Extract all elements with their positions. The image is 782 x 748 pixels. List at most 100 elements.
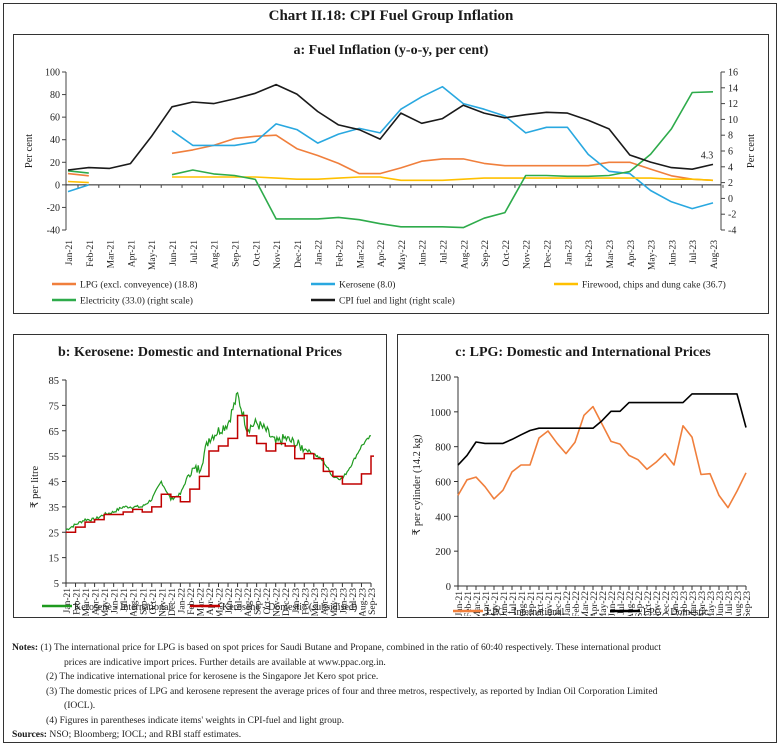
x-tick-label: Jan-23	[671, 591, 681, 616]
x-tick-label: Sep-22	[481, 240, 491, 267]
note-4: (4) Figures in parentheses indicate item…	[46, 714, 345, 726]
x-tick-label: Jun-21	[169, 240, 179, 266]
x-tick-label: Mar-23	[689, 591, 699, 616]
note-3: (3) The domestic prices of LPG and keros…	[46, 685, 658, 697]
x-tick-label: Aug-21	[211, 240, 221, 269]
y-tick-label: 65	[49, 427, 60, 438]
series-line-firewood-chips-and-dung-cake-36-7	[67, 180, 89, 184]
x-tick-label: Mar-23	[311, 588, 321, 616]
legend-label-kerosene-domestic: Kerosene - Domestic (subsidised)	[222, 602, 357, 613]
note-1: (1) The international price for LPG is b…	[40, 642, 662, 653]
x-tick-label: Jan-23	[292, 588, 302, 614]
x-tick-label: Jan-22	[177, 588, 187, 614]
x-tick-label: Nov-22	[523, 240, 533, 269]
right-y-tick-label: -4	[728, 226, 736, 237]
x-tick-label: Mar-23	[606, 240, 616, 269]
x-tick-label: Dec-21	[168, 588, 178, 616]
x-tick-label: Apr-22	[377, 240, 387, 267]
series-line-lpg-excl-conveyence-18-8	[67, 172, 89, 177]
y-tick-label: 600	[435, 478, 451, 489]
x-tick-label: Feb-23	[301, 588, 311, 615]
y-tick-label: 800	[435, 443, 451, 454]
y-tick-label: 1200	[430, 373, 451, 384]
x-tick-label: Jan-21	[65, 240, 75, 266]
right-y-tick-label: 12	[728, 99, 738, 110]
x-tick-label: Jan-23	[564, 240, 574, 266]
x-tick-label: Jun-21	[500, 591, 510, 616]
y-tick-label: 400	[435, 512, 451, 523]
series-line-firewood-chips-and-dung-cake-36-7	[172, 176, 714, 182]
x-tick-label: Nov-21	[273, 240, 283, 269]
x-tick-label: Sep-21	[139, 588, 149, 615]
x-tick-label: Feb-23	[680, 591, 690, 616]
sources-text: NSO; Bloomberg; IOCL; and RBI staff esti…	[49, 729, 242, 740]
right-y-tick-label: 16	[728, 68, 738, 79]
chart-frame	[3, 3, 777, 743]
legend-label-cpi-fuel-and-light-right-scale: CPI fuel and light (right scale)	[339, 296, 455, 307]
y-tick-label: 45	[49, 478, 60, 489]
x-tick-label: Mar-21	[82, 588, 92, 616]
x-tick-label: May-22	[599, 591, 609, 616]
x-tick-label: Mar-22	[356, 240, 366, 269]
x-tick-label: May-23	[707, 591, 717, 616]
x-tick-label: Jun-22	[225, 588, 235, 614]
data-label-cpi-latest: 4.3	[701, 150, 714, 161]
x-tick-label: Apr-23	[627, 240, 637, 267]
series-line-lpg-domestic	[457, 393, 747, 466]
x-tick-label: Oct-21	[252, 240, 262, 267]
x-tick-label: Aug-22	[460, 240, 470, 269]
x-tick-label: Oct-22	[502, 240, 512, 267]
y-tick-label: 1000	[430, 408, 451, 419]
notes-label: Notes:	[12, 642, 39, 653]
x-tick-label: Feb-21	[86, 240, 96, 267]
x-tick-label: Aug-21	[518, 591, 528, 616]
x-tick-label: Jul-22	[617, 591, 627, 615]
x-tick-label: May-22	[216, 588, 226, 616]
x-tick-label: Jun-22	[419, 240, 429, 266]
series-line-kerosene-international	[65, 391, 372, 531]
left-y-tick-label: 40	[50, 135, 60, 146]
panel-c-title: c: LPG: Domestic and International Price…	[455, 345, 711, 360]
x-tick-label: Apr-22	[206, 588, 216, 615]
left-y-tick-label: -20	[47, 203, 60, 214]
x-tick-label: Jun-23	[716, 591, 726, 616]
series-line-electricity-33-0-right-scale	[67, 170, 89, 174]
x-tick-label: Dec-21	[294, 240, 304, 268]
x-tick-label: Nov-22	[653, 591, 663, 616]
x-tick-label: Sep-21	[231, 240, 241, 267]
x-tick-label: Feb-22	[572, 591, 582, 616]
x-tick-label: May-21	[491, 591, 501, 616]
x-tick-label: Aug-23	[358, 588, 368, 616]
legend-label-kerosene-8-0: Kerosene (8.0)	[339, 280, 395, 291]
x-tick-label: Sep-21	[527, 591, 537, 616]
x-tick-label: Jul-21	[509, 591, 519, 615]
x-tick-label: May-21	[101, 588, 111, 616]
x-tick-label: Jun-22	[608, 591, 618, 616]
lpg-prices-chart: 1200 1000 800 600 400 200 0 ₹ per cylinder (14.…	[411, 373, 753, 621]
x-tick-label: Feb-23	[585, 240, 595, 267]
x-tick-label: Jan-21	[455, 591, 465, 616]
right-y-tick-label: -2	[728, 210, 736, 221]
legend-label-electricity-33-0-right-scale: Electricity (33.0) (right scale)	[80, 296, 193, 307]
x-tick-label: Jul-21	[190, 240, 200, 264]
y-tick-label: 25	[49, 528, 60, 539]
legend-label-firewood-chips-and-dung-cake-36-7: Firewood, chips and dung cake (36.7)	[582, 280, 726, 291]
x-tick-label: Sep-22	[254, 588, 264, 615]
x-tick-label: Apr-22	[590, 591, 600, 616]
x-tick-label: Aug-23	[734, 591, 744, 616]
x-tick-label: Mar-21	[107, 240, 117, 269]
y-tick-label: 35	[49, 503, 60, 514]
y-tick-label: 200	[435, 547, 451, 558]
right-y-tick-label: 4	[728, 162, 733, 173]
x-tick-label: Dec-22	[282, 588, 292, 616]
x-tick-label: Aug-23	[710, 240, 720, 269]
x-tick-label: Oct-21	[536, 591, 546, 616]
x-tick-label: Jul-23	[689, 240, 699, 264]
x-tick-label: Jun-23	[668, 240, 678, 266]
main-title: Chart II.18: CPI Fuel Group Inflation	[268, 8, 514, 24]
y-tick-label: 15	[49, 554, 60, 565]
sources-label: Sources:	[12, 729, 47, 740]
left-y-tick-label: 80	[50, 90, 60, 101]
y-tick-label: 0	[446, 582, 451, 593]
series-line-cpi-fuel-and-light-right-scale	[67, 83, 714, 171]
